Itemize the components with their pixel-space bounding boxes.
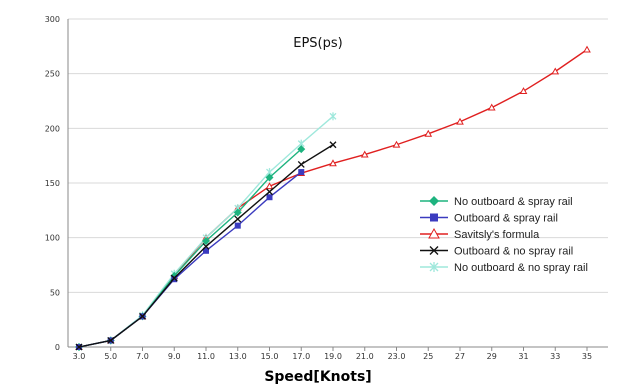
data-point (424, 129, 433, 137)
data-point (203, 247, 209, 254)
data-point (360, 150, 369, 158)
x-tick-label: 23.0 (388, 352, 406, 361)
series-1 (76, 169, 305, 350)
x-tick-label: 13.0 (229, 352, 247, 361)
data-point (329, 141, 337, 149)
x-tick-label: 3.0 (73, 352, 86, 361)
data-point (487, 103, 496, 111)
data-point (139, 312, 146, 320)
data-point (233, 208, 242, 217)
series-3 (75, 141, 337, 351)
data-point (551, 67, 560, 75)
data-point (429, 196, 439, 206)
y-tick-label: 250 (45, 70, 60, 79)
x-tick-label: 27 (455, 352, 465, 361)
data-point (519, 87, 528, 95)
data-point (266, 188, 273, 196)
x-tick-label: 35 (582, 352, 592, 361)
x-tick-label: 29 (487, 352, 497, 361)
data-point (234, 222, 241, 229)
legend-item: Outboard & spray rail (420, 213, 558, 225)
y-tick-label: 0 (55, 343, 60, 352)
y-tick-labels: 0 50 100 150 200 250 300 (45, 15, 60, 352)
series-4 (75, 112, 337, 351)
data-point (583, 45, 591, 53)
x-tick-label: 5.0 (104, 352, 117, 361)
data-point (234, 215, 242, 223)
x-tick-label: 11.0 (197, 352, 215, 361)
data-point (202, 242, 210, 250)
legend-item: No outboard & no spray rail (420, 262, 588, 274)
data-point (265, 182, 274, 190)
series-0 (75, 145, 306, 351)
data-point (429, 262, 439, 272)
x-tick-label: 19.0 (324, 352, 342, 361)
axes (67, 19, 608, 351)
grid-lines (68, 18, 608, 293)
data-point (202, 236, 210, 245)
x-tick-label: 9.0 (168, 352, 181, 361)
x-tick-label: 25 (423, 352, 433, 361)
x-tick-label: 17.0 (292, 352, 310, 361)
legend-item: Outboard & no spray rail (420, 246, 573, 258)
data-point (265, 173, 274, 182)
data-point (428, 227, 440, 239)
legend-label: No outboard & spray rail (454, 196, 573, 208)
data-point (266, 194, 273, 201)
data-point (329, 112, 337, 121)
legend-label: No outboard & no spray rail (454, 262, 588, 274)
y-tick-label: 100 (45, 234, 60, 243)
x-tick-label: 7.0 (136, 352, 149, 361)
legend-label: Savitsly's formula (454, 229, 540, 241)
y-tick-label: 50 (50, 288, 60, 297)
y-tick-label: 300 (45, 15, 60, 24)
data-point (170, 274, 178, 282)
series-group (75, 45, 591, 351)
legend: No outboard & spray rail Outboard & spray… (420, 196, 588, 274)
x-tick-label: 15.0 (261, 352, 279, 361)
x-tick-label: 21.0 (356, 352, 374, 361)
data-point (75, 343, 83, 351)
data-point (329, 159, 337, 167)
chart-title: EPS(ps) (293, 36, 342, 51)
data-point (430, 213, 438, 222)
legend-item: No outboard & spray rail (420, 196, 573, 208)
data-point (297, 160, 305, 168)
series-line (78, 115, 334, 348)
y-tick-label: 200 (45, 124, 60, 133)
x-axis-label: Speed[Knots] (264, 369, 371, 385)
x-tick-labels: 3.0 5.0 7.0 9.0 11.0 13.0 15.0 17.0 19.0 21.0 23.0… (73, 352, 592, 361)
data-point (392, 140, 401, 148)
x-tick-label: 31 (518, 352, 528, 361)
legend-label: Outboard & no spray rail (454, 246, 573, 258)
data-point (429, 246, 439, 255)
y-tick-label: 150 (45, 179, 60, 188)
data-point (298, 169, 305, 176)
data-point (107, 336, 115, 344)
data-point (297, 145, 306, 154)
data-point (456, 117, 464, 125)
legend-item: Savitsly's formula (420, 227, 540, 241)
x-tick-label: 33 (550, 352, 560, 361)
legend-label: Outboard & spray rail (454, 213, 558, 225)
